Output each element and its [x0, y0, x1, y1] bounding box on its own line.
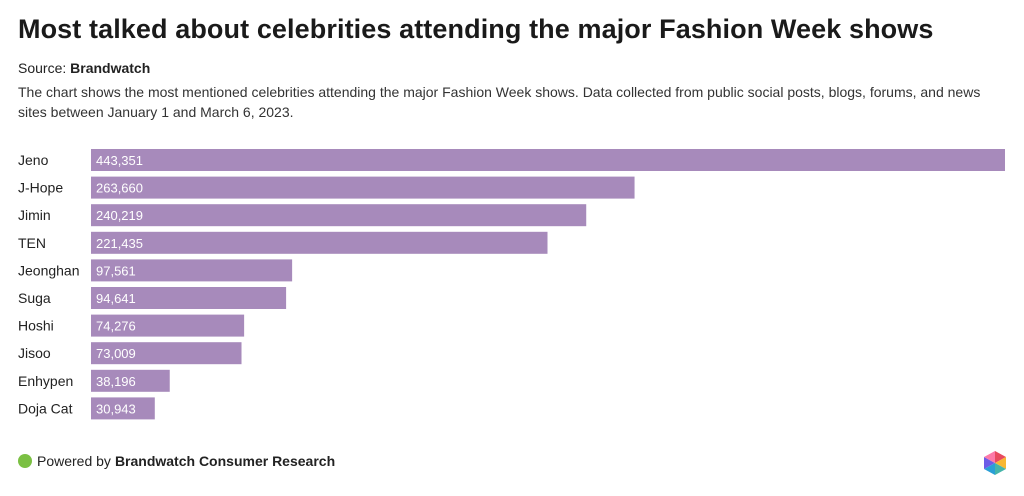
bar [91, 149, 1005, 171]
chart-description: The chart shows the most mentioned celeb… [18, 84, 981, 120]
category-label: Hoshi [18, 318, 54, 334]
category-label: Suga [18, 290, 51, 306]
bar-value-label: 240,219 [96, 208, 143, 223]
powered-by-prefix: Powered by [37, 453, 111, 469]
bar [91, 231, 548, 254]
bar-value-label: 221,435 [96, 236, 143, 251]
bar-value-label: 73,009 [96, 346, 136, 361]
bar-value-label: 74,276 [96, 319, 136, 334]
bar [91, 287, 287, 309]
bar [91, 342, 242, 365]
bar-value-label: 94,641 [96, 291, 136, 306]
powered-by: Powered by Brandwatch Consumer Research [18, 453, 335, 469]
bar-value-label: 97,561 [96, 263, 136, 278]
bar [91, 259, 293, 282]
bar [91, 314, 245, 337]
category-label: Jisoo [18, 345, 51, 361]
source-prefix: Source: [18, 60, 67, 76]
bar [91, 204, 587, 227]
category-label: TEN [18, 235, 46, 251]
powered-by-dot-icon [18, 454, 32, 468]
source-name: Brandwatch [70, 60, 151, 76]
bar-chart: Jeno 443,351 J-Hope 263,660 Jimin 240,219 TEN 2… [0, 148, 1024, 424]
bar-value-label: 30,943 [96, 401, 136, 416]
category-label: Doja Cat [18, 400, 73, 416]
chart-title: Most talked about celebrities attending … [18, 14, 934, 44]
category-label: Jimin [18, 207, 51, 223]
category-label: Jeonghan [18, 262, 80, 278]
bar-value-label: 443,351 [96, 153, 143, 168]
bar [91, 397, 155, 420]
bar-chart-svg: Jeno 443,351 J-Hope 263,660 Jimin 240,219 TEN 2… [18, 149, 1005, 420]
category-label: J-Hope [18, 180, 63, 196]
category-label: Jeno [18, 152, 49, 168]
brandwatch-hexagon-logo-icon [984, 451, 1006, 475]
bar-value-label: 263,660 [96, 181, 143, 196]
bar-value-label: 38,196 [96, 374, 136, 389]
category-label: Enhypen [18, 373, 73, 389]
bar [91, 176, 635, 199]
source-line: Source: Brandwatch [18, 60, 150, 76]
bar [91, 369, 170, 392]
powered-by-name: Brandwatch Consumer Research [114, 453, 336, 469]
